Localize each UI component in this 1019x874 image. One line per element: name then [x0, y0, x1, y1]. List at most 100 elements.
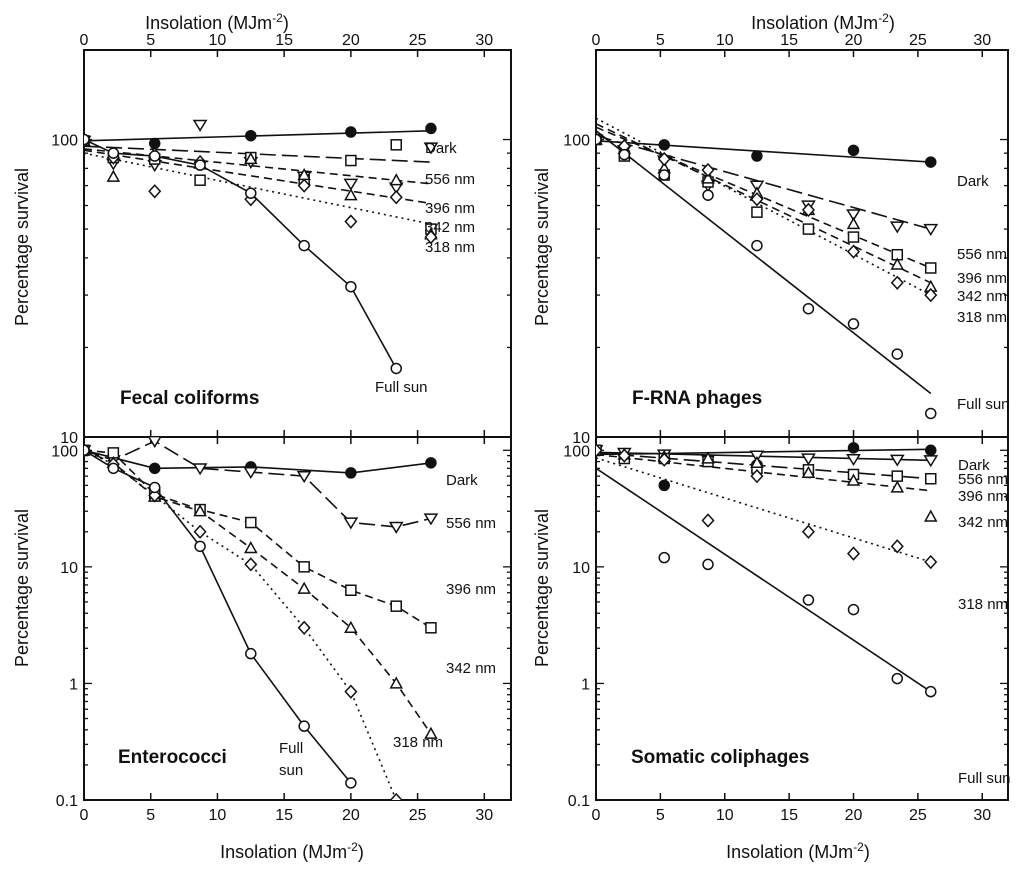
data-point-318-nm [389, 792, 403, 800]
data-point-342-nm [193, 504, 207, 517]
x-tick-label: 25 [409, 807, 427, 824]
series-label-396-nm: 396 nm [425, 200, 475, 217]
x-tick-label: 15 [780, 32, 798, 49]
series-line-full-sun [84, 138, 397, 369]
data-point-556-nm [388, 521, 404, 534]
y-tick-label: 0.1 [568, 793, 590, 810]
data-point-342-nm [106, 169, 121, 182]
data-point-342-nm [846, 216, 861, 230]
data-point-full-sun [298, 720, 310, 732]
ylabel-lower-right: Percentage survival [532, 509, 552, 667]
series-label-396-nm: 396 nm [958, 488, 1008, 505]
x-tick-label: 25 [909, 807, 927, 824]
series-label-full-sun: Full [279, 740, 303, 757]
data-point-dark [658, 479, 670, 492]
x-tick-label: 20 [342, 807, 360, 824]
panel-plot-2 [84, 437, 439, 800]
y-tick-label: 100 [51, 133, 78, 150]
data-point-396-nm [925, 262, 937, 274]
series-label-full-sun: Full sun [957, 396, 1010, 413]
series-line-396-nm [84, 449, 432, 629]
bottom-xlabel-left: Insolation (MJm-2) [220, 840, 364, 862]
panel-plot-0 [84, 119, 439, 375]
data-point-342-nm [344, 620, 358, 633]
x-tick-label: 0 [592, 32, 601, 49]
series-label-342-nm: 342 nm [958, 514, 1008, 531]
data-point-342-nm [244, 540, 258, 554]
data-point-dark [425, 122, 437, 135]
series-label-full-sun: sun [279, 762, 303, 779]
data-point-556-nm [343, 178, 359, 191]
x-tick-label: 30 [973, 32, 991, 49]
data-point-396-nm [425, 622, 437, 634]
data-point-318-nm [344, 214, 358, 229]
x-tick-label: 15 [275, 807, 293, 824]
data-point-556-nm [749, 180, 765, 193]
top-xlabel-left: Insolation (MJm-2) [145, 11, 289, 33]
x-tick-label: 30 [973, 807, 991, 824]
x-tick-label: 5 [656, 32, 665, 49]
data-point-dark [847, 144, 860, 157]
plot-marks [84, 117, 939, 800]
data-point-396-nm [345, 154, 357, 167]
data-point-full-sun [107, 462, 120, 475]
data-point-full-sun [658, 551, 670, 564]
x-tick-label: 15 [780, 807, 798, 824]
series-label-342-nm: 342 nm [446, 660, 496, 677]
data-point-396-nm [751, 206, 763, 218]
data-point-342-nm [701, 451, 715, 464]
y-tick-label: 10 [60, 430, 78, 447]
data-point-full-sun [891, 348, 904, 360]
data-point-318-nm [924, 554, 938, 570]
series-line-342-nm [596, 453, 931, 492]
data-point-342-nm [846, 473, 861, 486]
series-line-556-nm [596, 134, 932, 230]
data-point-318-nm [657, 452, 671, 467]
series-line-full-sun [84, 449, 352, 784]
data-point-dark [751, 150, 763, 162]
data-point-556-nm [846, 209, 861, 222]
x-tick-label: 20 [342, 32, 360, 49]
series-label-342-nm: 342 nm [425, 219, 475, 236]
series-line-342-nm [84, 149, 432, 205]
data-point-396-nm [925, 472, 937, 485]
data-point-full-sun [702, 189, 714, 201]
series-label-318-nm: 318 nm [957, 309, 1007, 326]
data-point-full-sun [802, 302, 815, 315]
bottom-xlabel-right: Insolation (MJm-2) [726, 840, 870, 862]
data-point-318-nm [297, 178, 311, 193]
series-label-dark: Dark [425, 140, 457, 157]
data-point-556-nm [801, 453, 816, 466]
data-point-396-nm [390, 600, 402, 612]
series-line-396-nm [596, 452, 931, 480]
x-tick-label: 5 [656, 807, 665, 824]
data-point-dark [245, 129, 257, 142]
axis-text: Insolation (MJm-2) Insolation (MJm-2) In… [12, 11, 1011, 862]
ylabel-lower-left: Percentage survival [12, 509, 32, 667]
data-point-318-nm [148, 184, 162, 199]
data-point-full-sun [107, 147, 120, 159]
x-tick-label: 20 [845, 807, 863, 824]
panel-title: F-RNA phages [632, 388, 762, 409]
data-point-dark [425, 457, 437, 469]
data-point-full-sun [148, 150, 161, 162]
data-point-318-nm [701, 513, 715, 528]
x-tick-label: 30 [475, 807, 493, 824]
data-point-full-sun [751, 239, 763, 252]
data-point-full-sun [245, 187, 257, 199]
data-point-342-nm [389, 676, 404, 689]
series-line-556-nm [596, 451, 931, 462]
data-point-dark [148, 462, 161, 475]
data-point-dark [925, 156, 937, 168]
panel-plot-1 [596, 117, 939, 420]
series-line-dark [84, 449, 431, 474]
data-point-318-nm [801, 524, 815, 539]
panel-title: Enterococci [118, 747, 227, 768]
data-point-318-nm [846, 244, 861, 259]
data-point-342-nm [890, 480, 905, 493]
data-point-556-nm [889, 221, 905, 234]
data-point-318-nm [193, 524, 207, 539]
x-tick-label: 30 [475, 32, 493, 49]
series-label-396-nm: 396 nm [957, 270, 1007, 287]
series-label-dark: Dark [957, 173, 989, 190]
